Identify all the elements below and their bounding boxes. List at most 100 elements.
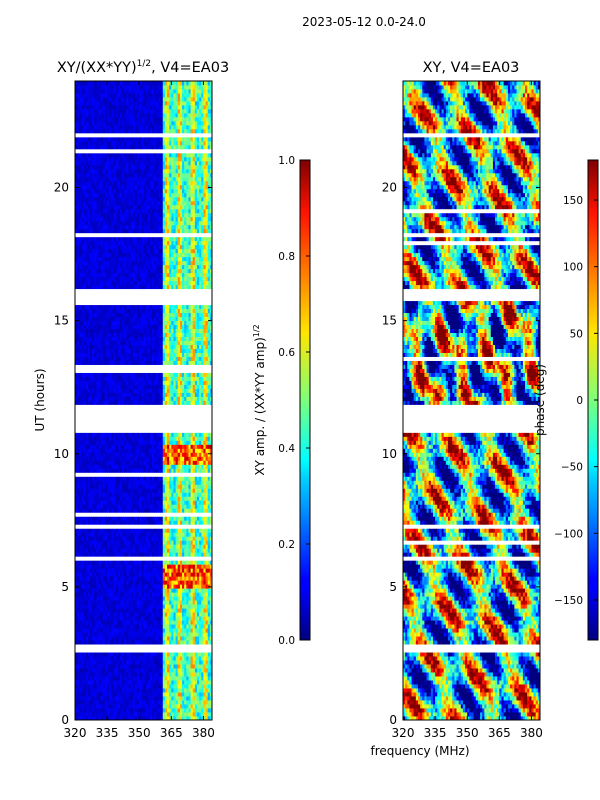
amplitude-cell <box>169 472 172 477</box>
amplitude-cell <box>111 496 114 501</box>
amplitude-cell <box>77 496 80 501</box>
amplitude-cell <box>158 444 162 449</box>
amplitude-cell <box>164 492 168 497</box>
amplitude-cell <box>186 600 189 605</box>
amplitude-cell <box>147 560 151 565</box>
amplitude-cell <box>171 648 174 653</box>
amplitude-cell <box>75 468 78 473</box>
amplitude-cell <box>87 636 91 641</box>
amplitude-cell <box>190 532 194 537</box>
amplitude-cell <box>117 492 121 497</box>
amplitude-cell <box>104 624 108 629</box>
amplitude-cell <box>126 708 129 713</box>
amplitude-cell <box>197 480 200 485</box>
amplitude-cell <box>107 584 110 589</box>
amplitude-cell <box>119 680 123 685</box>
amplitude-cell <box>85 616 89 621</box>
amplitude-cell <box>94 620 97 625</box>
amplitude-cell <box>175 604 179 609</box>
amplitude-cell <box>132 660 136 665</box>
amplitude-cell <box>177 656 181 661</box>
amplitude-cell <box>130 668 134 673</box>
amplitude-cell <box>134 680 138 685</box>
amplitude-cell <box>175 536 179 541</box>
amplitude-cell <box>205 716 209 720</box>
amplitude-cell <box>111 536 114 541</box>
amplitude-cell <box>147 592 151 597</box>
amplitude-cell <box>149 680 153 685</box>
amplitude-cell <box>137 648 140 653</box>
amplitude-cell <box>124 700 127 705</box>
amplitude-cell <box>186 456 189 461</box>
amplitude-cell <box>179 580 183 585</box>
amplitude-cell <box>130 572 134 577</box>
amplitude-cell <box>132 476 136 481</box>
amplitude-cell <box>205 672 209 677</box>
amplitude-cell <box>96 472 99 477</box>
amplitude-cell <box>122 480 125 485</box>
amplitude-cell <box>94 648 97 653</box>
amplitude-cell <box>162 616 166 621</box>
amplitude-cell <box>77 492 80 497</box>
amplitude-cell <box>209 672 212 677</box>
amplitude-cell <box>134 620 138 625</box>
amplitude-cell <box>96 444 99 449</box>
amplitude-cell <box>179 552 183 557</box>
amplitude-cell <box>134 520 138 525</box>
amplitude-cell <box>143 568 147 573</box>
amplitude-cell <box>128 580 132 585</box>
amplitude-cell <box>203 564 206 569</box>
amplitude-cell <box>98 520 102 525</box>
amplitude-cell <box>182 408 185 413</box>
amplitude-cell <box>186 520 189 525</box>
amplitude-cell <box>100 648 104 653</box>
amplitude-cell <box>203 456 206 461</box>
amplitude-cell <box>79 568 82 573</box>
amplitude-cell <box>89 600 93 605</box>
amplitude-cell <box>167 480 170 485</box>
amplitude-cell <box>132 700 136 705</box>
amplitude-cell <box>173 632 177 637</box>
amplitude-cell <box>77 628 80 633</box>
amplitude-cell <box>192 436 196 441</box>
amplitude-cell <box>156 624 159 629</box>
amplitude-cell <box>115 484 119 489</box>
amplitude-panel: XY/(XX*YY)1/2, V4=EA03 320 335 350 365 38005… <box>33 59 229 740</box>
amplitude-cell <box>207 436 211 441</box>
amplitude-cell <box>102 412 106 417</box>
amplitude-cell <box>184 692 187 697</box>
amplitude-cell <box>92 480 95 485</box>
amplitude-cell <box>109 576 112 581</box>
amplitude-cell <box>162 600 166 605</box>
amplitude-cell <box>167 416 170 421</box>
amplitude-cell <box>139 704 142 709</box>
amplitude-cell <box>94 704 97 709</box>
amplitude-cell <box>111 652 114 657</box>
amplitude-cell <box>132 496 136 501</box>
amplitude-cell <box>192 596 196 601</box>
amplitude-cell <box>79 536 82 541</box>
amplitude-cell <box>169 620 172 625</box>
amplitude-cell <box>158 708 162 713</box>
amplitude-cell <box>171 572 174 577</box>
amplitude-cell <box>197 512 200 517</box>
amplitude-cell <box>79 476 82 481</box>
amplitude-cell <box>83 452 87 457</box>
amplitude-cell <box>92 664 95 669</box>
amplitude-cell <box>102 600 106 605</box>
amplitude-cell <box>81 432 84 437</box>
amplitude-cell <box>182 660 185 665</box>
amplitude-cell <box>160 568 164 573</box>
amplitude-cell <box>139 556 142 561</box>
amplitude-cell <box>115 428 119 433</box>
amplitude-cell <box>143 508 147 513</box>
amplitude-cell <box>79 712 82 717</box>
amplitude-cell <box>205 472 209 477</box>
amplitude-cell <box>104 596 108 601</box>
amplitude-cell <box>87 696 91 701</box>
amplitude-cell <box>128 492 132 497</box>
amplitude-cell <box>154 560 157 565</box>
amplitude-cell <box>111 464 114 469</box>
amplitude-cell <box>199 652 202 657</box>
amplitude-cell <box>139 520 142 525</box>
